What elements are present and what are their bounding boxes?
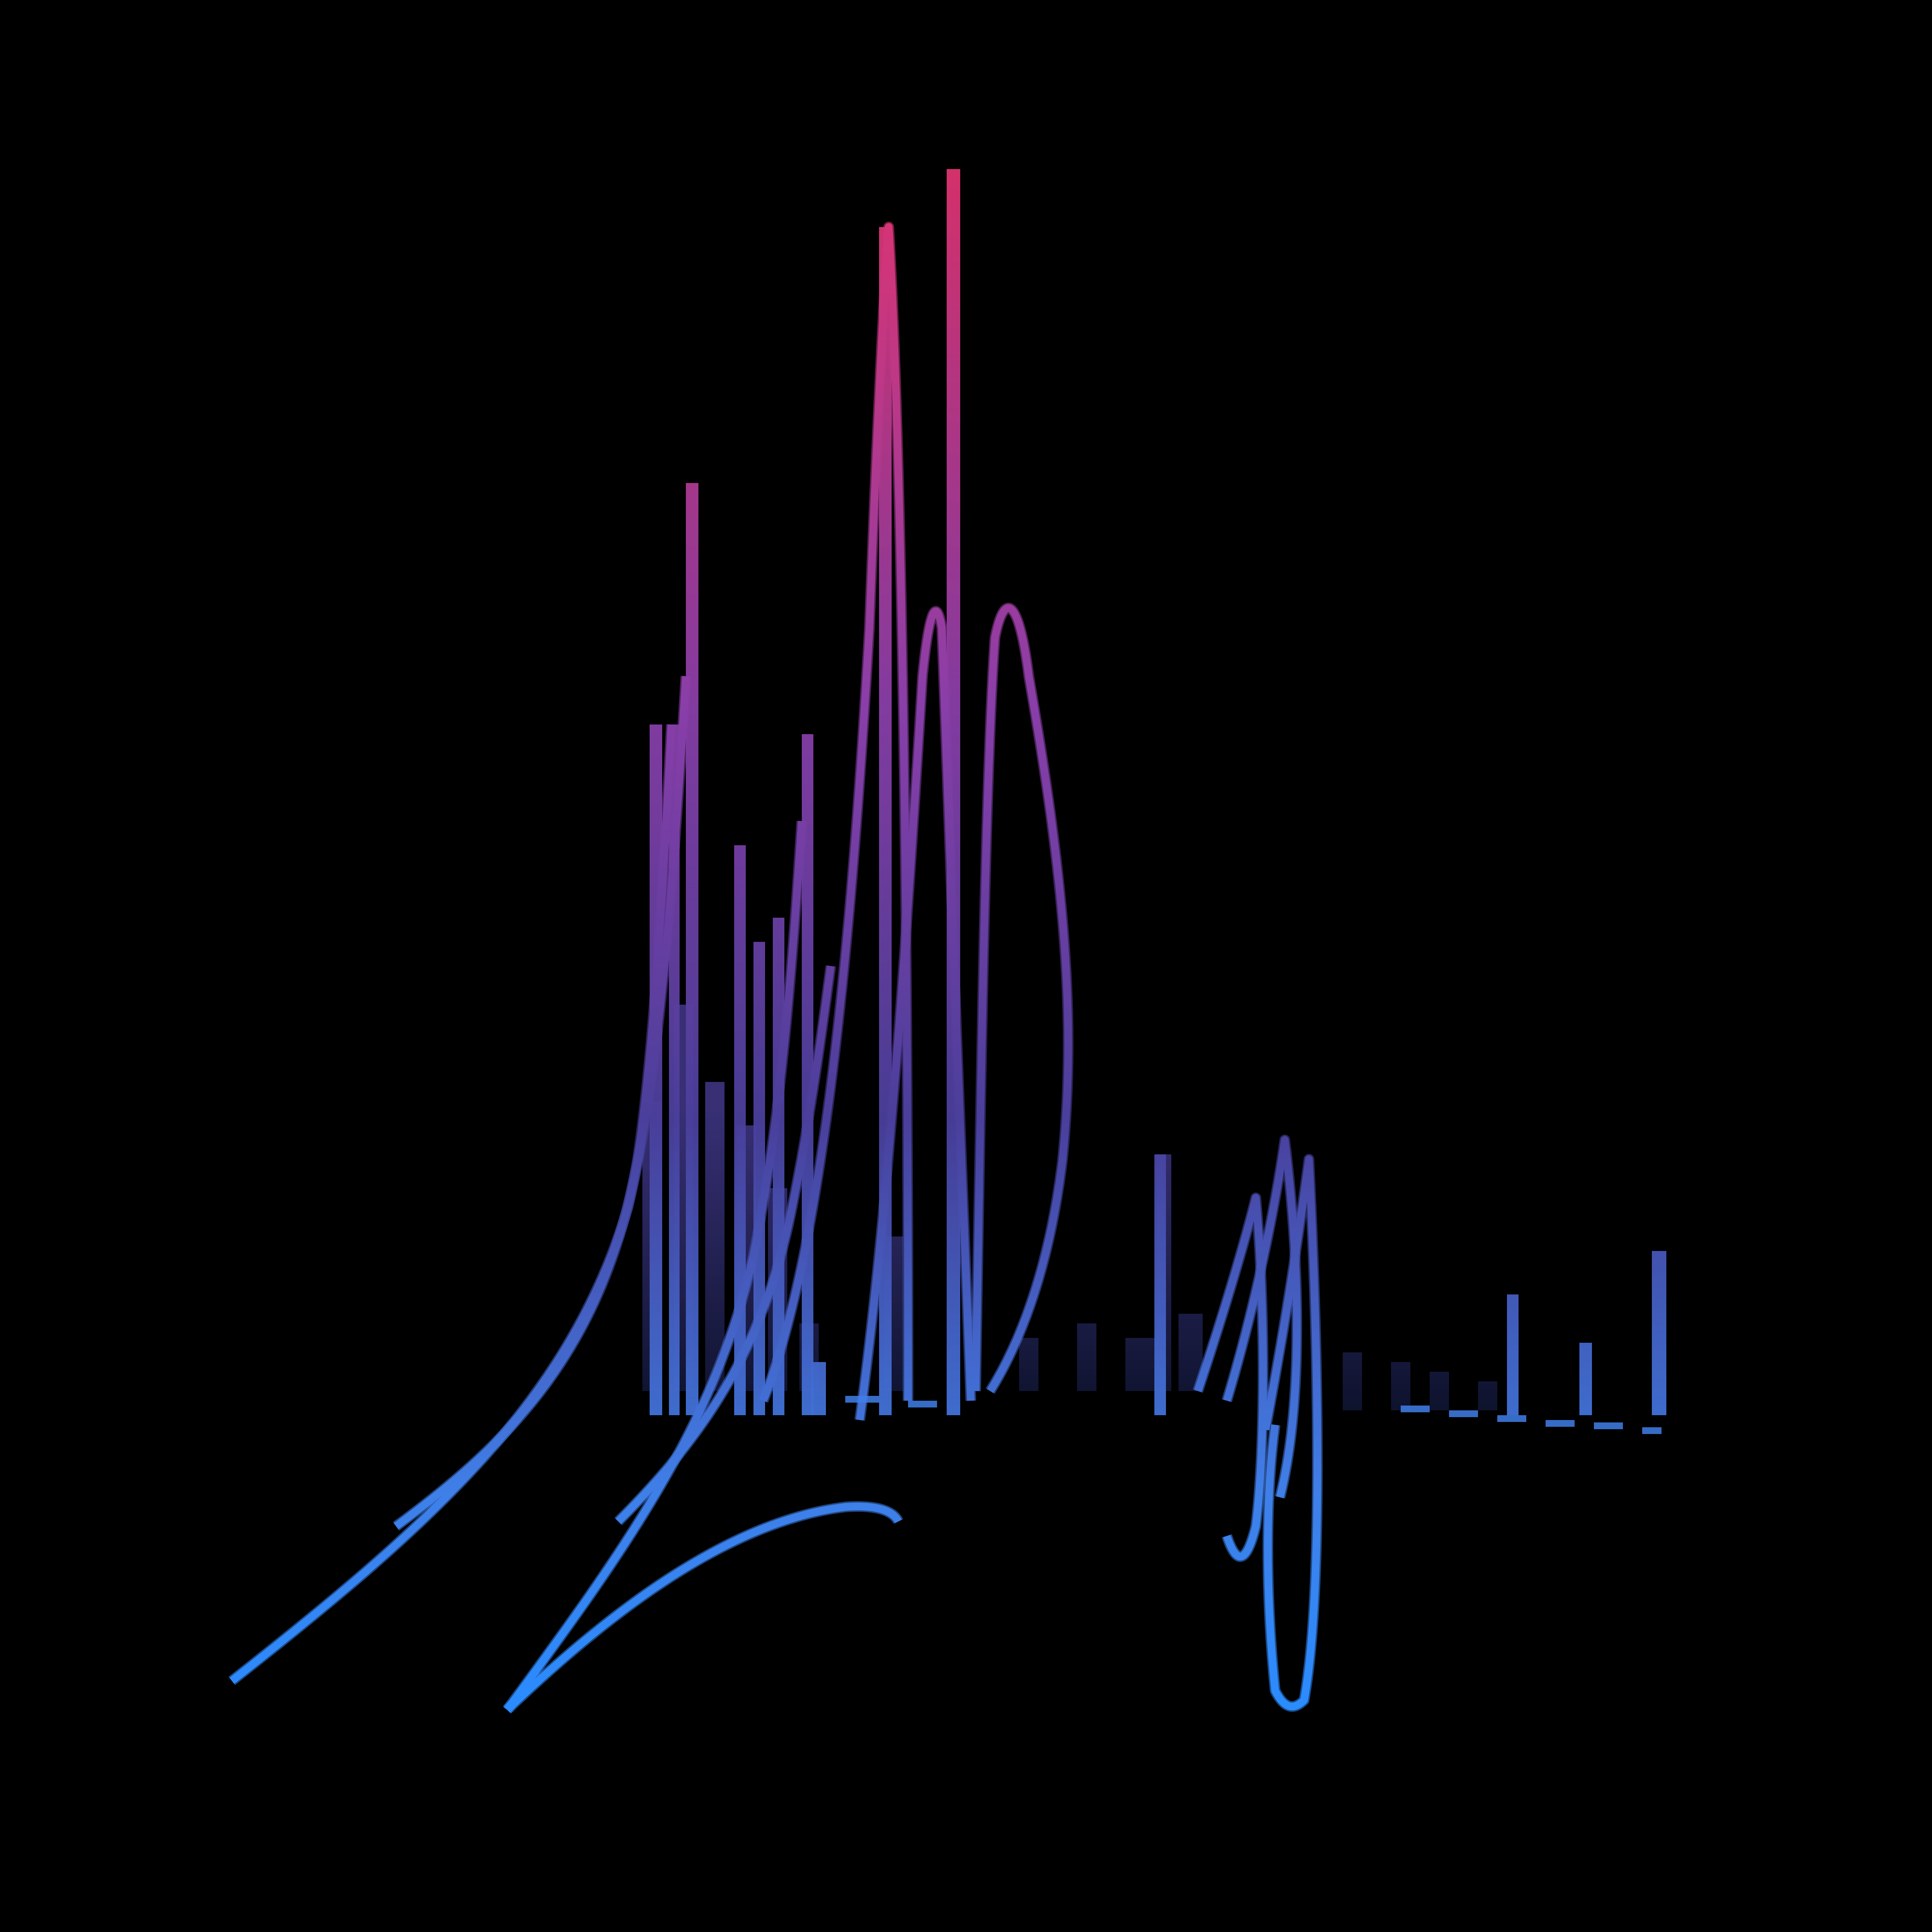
ribbon bbox=[504, 821, 806, 1712]
ribbon bbox=[1223, 1136, 1301, 1498]
spike bbox=[650, 724, 662, 1415]
background-bar bbox=[1019, 1338, 1038, 1391]
spike bbox=[753, 942, 765, 1415]
background-bar bbox=[1077, 1323, 1096, 1391]
spike bbox=[734, 845, 746, 1415]
spike bbox=[811, 1362, 826, 1415]
spike bbox=[1154, 1154, 1166, 1415]
background-bar bbox=[1478, 1381, 1497, 1410]
spike bbox=[1652, 1251, 1666, 1415]
ribbon-shadow bbox=[503, 1501, 903, 1714]
spike bbox=[669, 724, 680, 1415]
spike-group bbox=[650, 169, 1666, 1434]
spike bbox=[802, 734, 813, 1415]
ribbon bbox=[615, 965, 835, 1524]
ribbon bbox=[229, 676, 690, 1684]
floor-tab bbox=[845, 1396, 879, 1403]
ribbon bbox=[1194, 1194, 1267, 1561]
floor-tab bbox=[1401, 1406, 1430, 1412]
spike bbox=[879, 227, 892, 1415]
spike bbox=[1507, 1294, 1519, 1415]
floor-tab bbox=[1594, 1422, 1623, 1429]
background-bar bbox=[1343, 1352, 1362, 1410]
floor-tab bbox=[1497, 1415, 1526, 1422]
spike bbox=[1579, 1343, 1592, 1415]
floor-tab bbox=[1449, 1410, 1478, 1417]
spike bbox=[947, 169, 960, 1415]
ribbon bbox=[1262, 1155, 1321, 1711]
ribbon bbox=[972, 604, 1072, 1393]
ribbon bbox=[394, 724, 675, 1530]
spike bbox=[686, 483, 698, 1415]
floor-tab bbox=[908, 1401, 937, 1407]
background-bar bbox=[1125, 1338, 1159, 1391]
ribbon-shadow bbox=[228, 676, 691, 1685]
floor-tab bbox=[1642, 1427, 1662, 1434]
background-bar bbox=[1430, 1372, 1449, 1410]
background-bar bbox=[705, 1082, 724, 1391]
background-bar bbox=[1391, 1362, 1410, 1410]
ribbon bbox=[504, 1503, 902, 1713]
spike bbox=[773, 918, 784, 1415]
floor-tab bbox=[1546, 1420, 1575, 1427]
